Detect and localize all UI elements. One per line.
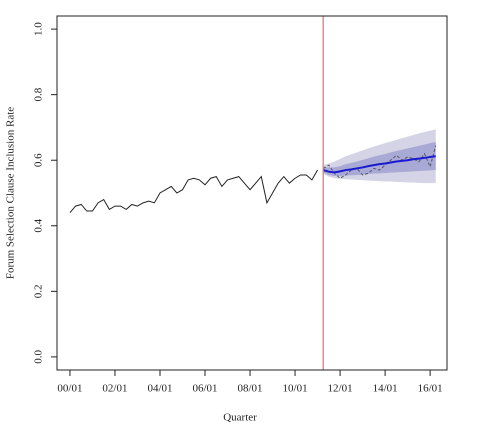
x-tick-label: 04/01 <box>147 383 172 395</box>
y-tick-label: 0.0 <box>33 350 45 364</box>
y-tick-label: 0.6 <box>33 153 45 167</box>
series-line <box>322 155 436 174</box>
y-tick-label: 1.0 <box>33 22 45 36</box>
x-tick-label: 08/01 <box>237 383 262 395</box>
x-axis-label: Quarter <box>223 412 257 424</box>
x-tick-label: 00/01 <box>57 383 82 395</box>
x-tick-label: 14/01 <box>373 383 398 395</box>
y-axis-label: Forum Selection Clause Inclusion Rate <box>5 107 17 279</box>
series-line <box>69 169 318 213</box>
x-tick-label: 06/01 <box>192 383 217 395</box>
y-tick-label: 0.8 <box>33 87 45 101</box>
x-tick-label: 10/01 <box>283 383 308 395</box>
interval-band <box>323 141 436 176</box>
y-tick-label: 0.4 <box>33 218 45 232</box>
x-tick-label: 16/01 <box>418 383 443 395</box>
series-line <box>322 145 437 179</box>
y-tick-label: 0.2 <box>33 284 45 298</box>
plot-frame <box>56 15 448 371</box>
x-tick-label: 02/01 <box>102 383 127 395</box>
x-tick-label: 12/01 <box>328 383 353 395</box>
